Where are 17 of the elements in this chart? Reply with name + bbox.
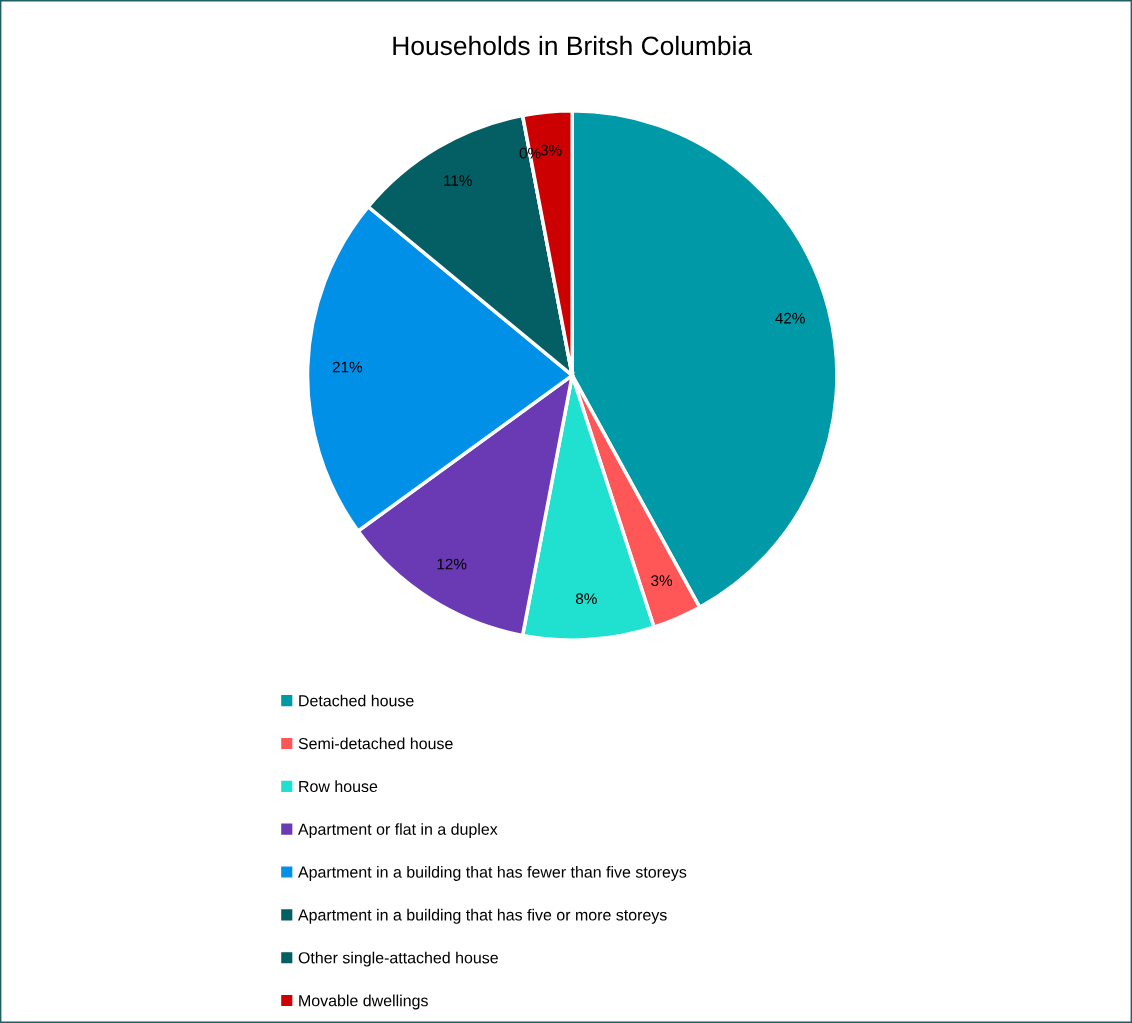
data-label: 8%: [575, 593, 597, 605]
legend-label: Semi-detached house: [298, 737, 453, 750]
legend-label: Movable dwellings: [299, 994, 428, 1010]
data-label: 12%: [437, 558, 467, 570]
data-label: 3%: [651, 575, 673, 587]
legend-label: Row house: [299, 780, 378, 793]
chart-title: Households in Britsh Columbia: [393, 35, 753, 56]
data-label: 21%: [332, 361, 363, 373]
legend-label: Detached house: [299, 694, 414, 707]
data-label: 11%: [444, 175, 472, 186]
legend-label: Apartment in a building that has fewer than five storeys: [298, 866, 687, 881]
text: 0%: [519, 147, 541, 159]
data-label: 3%: [540, 144, 562, 156]
data-label: 42%: [775, 312, 805, 324]
legend-label: Apartment in a building that has five or more storeys: [298, 908, 667, 924]
legend-label: Apartment or flat in a duplex: [298, 823, 498, 839]
legend-label: Other single-attached house: [298, 951, 498, 967]
